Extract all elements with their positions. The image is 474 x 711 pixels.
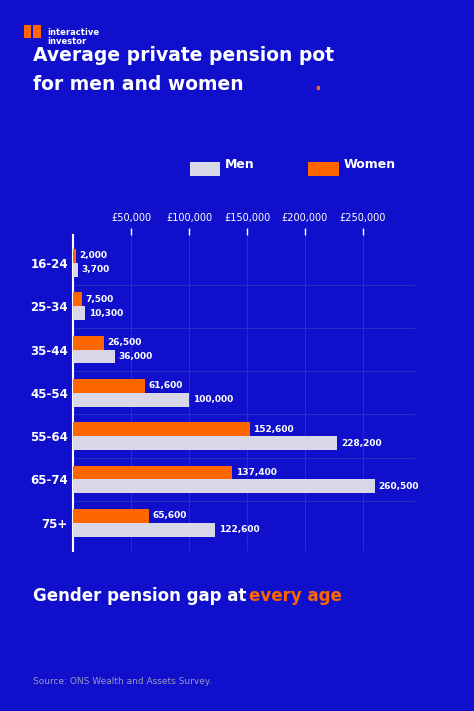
Text: 36,000: 36,000 [118, 352, 153, 361]
Bar [73, 306, 85, 320]
Text: interactive: interactive [47, 28, 99, 37]
Text: 3,700: 3,700 [81, 265, 109, 274]
Bar [73, 436, 337, 450]
Bar [73, 249, 76, 263]
Text: 137,400: 137,400 [236, 468, 277, 477]
Text: 7,500: 7,500 [86, 295, 114, 304]
Bar [73, 292, 82, 306]
Text: for men and women: for men and women [33, 75, 244, 94]
Text: Source: ONS Wealth and Assets Survey.: Source: ONS Wealth and Assets Survey. [33, 677, 212, 686]
Bar [73, 479, 375, 493]
Text: 26,500: 26,500 [108, 338, 142, 347]
Text: 152,600: 152,600 [254, 424, 294, 434]
Bar [73, 350, 115, 363]
Text: 100,000: 100,000 [192, 395, 233, 405]
Text: Women: Women [344, 159, 396, 171]
Text: .: . [314, 75, 321, 94]
Bar [73, 509, 149, 523]
Bar [73, 523, 215, 537]
Text: Men: Men [225, 159, 255, 171]
Text: 260,500: 260,500 [378, 482, 419, 491]
Text: 65,600: 65,600 [153, 511, 187, 520]
Text: 122,600: 122,600 [219, 525, 259, 534]
Bar [73, 422, 250, 436]
Text: investor: investor [47, 36, 86, 46]
Bar [73, 392, 189, 407]
Text: 10,300: 10,300 [89, 309, 123, 318]
Bar [73, 263, 78, 277]
Bar [73, 336, 104, 350]
Bar [73, 466, 232, 479]
Text: Gender pension gap at: Gender pension gap at [33, 587, 252, 604]
Text: every age: every age [249, 587, 342, 604]
Text: 228,200: 228,200 [341, 439, 382, 448]
Text: 2,000: 2,000 [79, 252, 107, 260]
Text: 61,600: 61,600 [148, 381, 182, 390]
Text: Average private pension pot: Average private pension pot [33, 46, 334, 65]
Bar [73, 379, 145, 392]
